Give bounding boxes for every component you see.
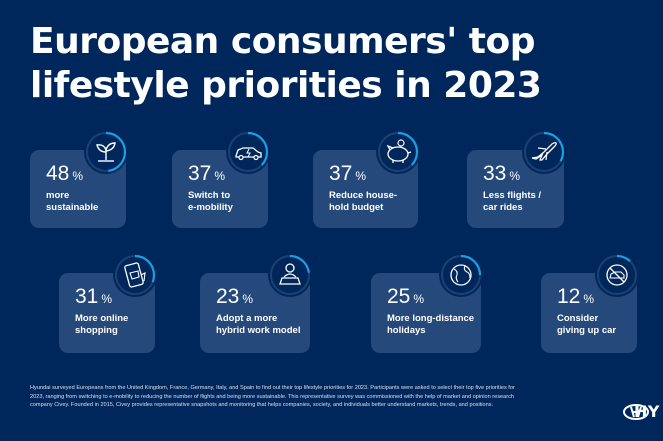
priority-label: More online shopping (75, 313, 185, 337)
percentage-number: 12 (557, 285, 581, 308)
percentage-value: 12% (557, 285, 594, 309)
percentage-number: 37 (329, 162, 353, 185)
percentage-value: 48% (46, 162, 83, 186)
hyundai-logo-text: HY (634, 402, 660, 421)
laptop-worker-badge (268, 253, 312, 297)
percentage-value: 37% (188, 162, 225, 186)
priority-label: more sustainable (46, 190, 156, 214)
percentage-value: 23% (216, 285, 253, 309)
priority-label-line: hold budget (329, 202, 384, 213)
progress-ring (269, 254, 311, 296)
page-title: European consumers' top lifestyle priori… (30, 20, 650, 108)
percentage-number: 25 (387, 285, 411, 308)
percentage-number: 33 (483, 162, 507, 185)
priority-label-line: Adopt a more (216, 313, 278, 324)
footnote: Hyundai surveyed Europeans from the Unit… (30, 385, 515, 409)
priority-label-line: More online (75, 313, 129, 324)
percentage-value: 37% (329, 162, 366, 186)
percentage-unit: % (413, 292, 425, 306)
percentage-number: 48 (46, 162, 70, 185)
priority-label-line: Consider (557, 313, 599, 324)
plant-icon (85, 131, 127, 173)
plant-badge (84, 130, 128, 174)
priority-label: Adopt a more hybrid work model (216, 313, 326, 337)
priority-label-line: giving up car (557, 325, 617, 336)
hyundai-logo-icon (623, 404, 649, 420)
airplane-icon (523, 131, 565, 173)
priority-label-line: Reduce house- (329, 190, 398, 201)
percentage-unit: % (101, 292, 113, 306)
percentage-number: 23 (216, 285, 240, 308)
no-car-badge (595, 253, 639, 297)
priority-label-line: Less flights / (483, 190, 542, 201)
priority-label-line: hybrid work model (216, 325, 301, 336)
priority-card: 33% Less flights / car rides (467, 150, 564, 228)
progress-ring (523, 131, 565, 173)
percentage-unit: % (242, 292, 254, 306)
priority-label: Reduce house-hold budget (329, 190, 439, 214)
electric-car-icon (227, 131, 269, 173)
title-line-2: lifestyle priorities in 2023 (30, 65, 542, 106)
percentage-unit: % (583, 292, 595, 306)
electric-car-badge (226, 130, 270, 174)
priority-label-line: car rides (483, 202, 523, 213)
progress-ring (227, 131, 269, 173)
priority-label: Switch to e-mobility (188, 190, 298, 214)
airplane-badge (522, 130, 566, 174)
priority-label: Consider giving up car (557, 313, 663, 337)
no-car-icon (596, 254, 638, 296)
percentage-unit: % (509, 169, 521, 183)
percentage-value: 25% (387, 285, 424, 309)
percentage-number: 31 (75, 285, 99, 308)
laptop-worker-icon (269, 254, 311, 296)
priority-label: Less flights / car rides (483, 190, 593, 214)
priority-label-line: Switch to (188, 190, 231, 201)
priority-label-line: holidays (387, 325, 426, 336)
percentage-value: 33% (483, 162, 520, 186)
title-line-1: European consumers' top (30, 21, 535, 62)
priority-label-line: e-mobility (188, 202, 233, 213)
phone-shopping-badge (113, 253, 157, 297)
progress-ring (85, 131, 127, 173)
priority-label-line: shopping (75, 325, 118, 336)
globe-badge (439, 253, 483, 297)
phone-shopping-icon (114, 254, 156, 296)
percentage-unit: % (72, 169, 84, 183)
globe-icon (440, 254, 482, 296)
priority-label-line: More long-distance (387, 313, 475, 324)
piggy-bank-badge (376, 130, 420, 174)
priority-label-line: more (46, 190, 70, 201)
percentage-value: 31% (75, 285, 112, 309)
progress-ring (377, 131, 419, 173)
piggy-bank-icon (377, 131, 419, 173)
progress-ring (440, 254, 482, 296)
priority-card: 12% Consider giving up car (541, 273, 637, 353)
priority-label-line: sustainable (46, 202, 99, 213)
percentage-unit: % (214, 169, 226, 183)
percentage-number: 37 (188, 162, 212, 185)
progress-ring (114, 254, 156, 296)
progress-ring (596, 254, 638, 296)
priority-label: More long-distance holidays (387, 313, 497, 337)
percentage-unit: % (355, 169, 367, 183)
